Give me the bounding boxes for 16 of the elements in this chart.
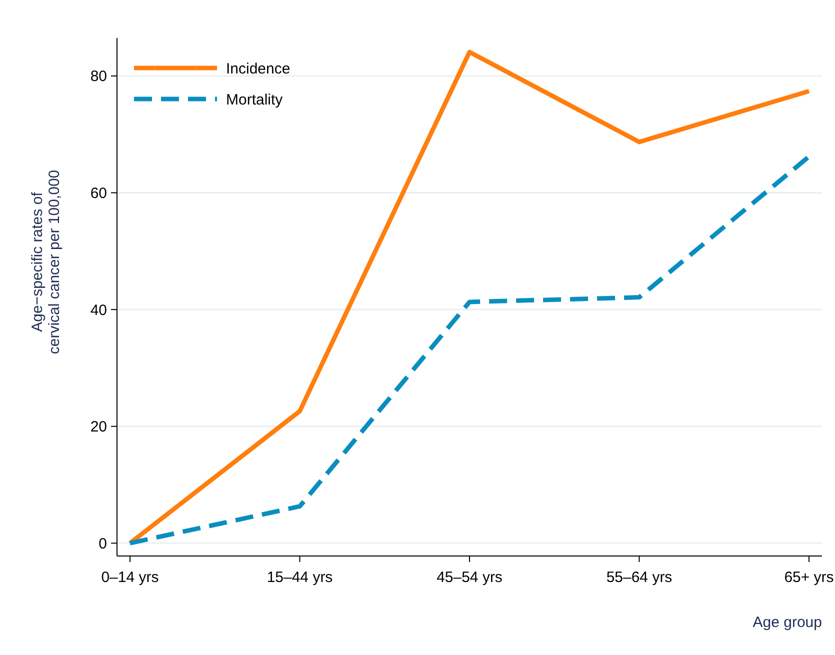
line-series xyxy=(128,50,812,546)
x-axis-title: Age group xyxy=(752,614,822,631)
y-axis-title: Age−specific rates of cervical cancer per 100,000 xyxy=(29,170,63,354)
legend-label: Incidence xyxy=(226,60,290,78)
x-tick-label: 55–64 yrs xyxy=(606,569,672,586)
y-tick-label: 80 xyxy=(90,68,107,86)
legend-label: Mortality xyxy=(226,91,284,108)
line-series xyxy=(128,154,812,546)
y-tick-label: 60 xyxy=(90,185,107,202)
x-tick-label: 45–54 yrs xyxy=(436,569,502,586)
x-tick-label: 0–14 yrs xyxy=(101,569,159,586)
y-tick-label: 0 xyxy=(98,535,107,552)
x-tick-label: 65+ yrs xyxy=(784,569,834,586)
y-tick-label: 40 xyxy=(90,302,107,319)
y-tick-label: 20 xyxy=(90,418,107,436)
x-tick-label: 15–44 yrs xyxy=(266,569,333,586)
